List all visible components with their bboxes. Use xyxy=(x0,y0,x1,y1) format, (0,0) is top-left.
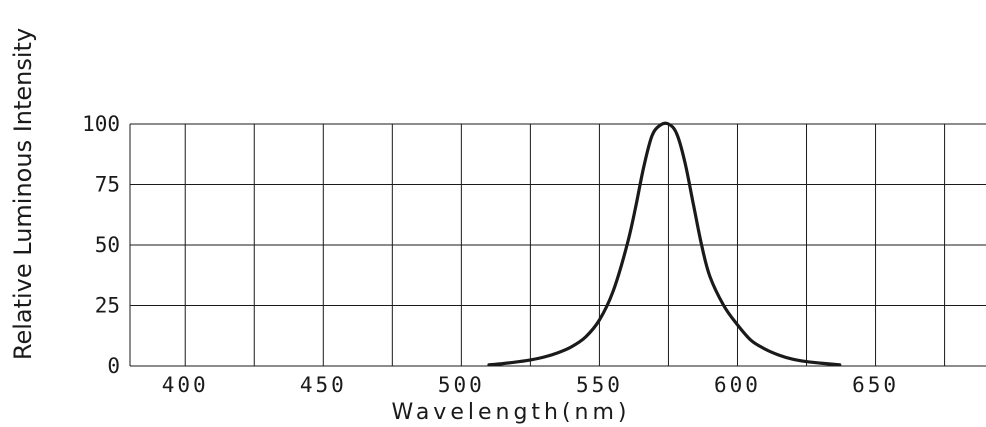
series-layer xyxy=(487,121,842,367)
y-tick-label-100: 100 xyxy=(82,112,120,136)
y-tick-label-75: 75 xyxy=(95,173,120,197)
x-axis-label: Wavelength(nm) xyxy=(391,400,630,425)
x-tick-label-500: 500 xyxy=(438,373,485,397)
y-tick-label-0: 0 xyxy=(107,354,120,378)
x-tick-label-600: 600 xyxy=(714,373,761,397)
x-tick-label-400: 400 xyxy=(162,373,209,397)
x-tick-label-450: 450 xyxy=(300,373,347,397)
x-tick-label-550: 550 xyxy=(576,373,623,397)
x-tick-label-650: 650 xyxy=(852,373,899,397)
y-tick-label-50: 50 xyxy=(95,233,120,257)
y-axis-label: Relative Luminous Intensity xyxy=(9,28,37,360)
x-axis-ticks: 400 450 500 550 600 650 xyxy=(162,373,899,397)
grid xyxy=(129,123,986,367)
y-axis-ticks: 0 25 50 75 100 xyxy=(82,112,120,378)
series-line-0 xyxy=(487,121,842,367)
y-tick-label-25: 25 xyxy=(95,294,120,318)
